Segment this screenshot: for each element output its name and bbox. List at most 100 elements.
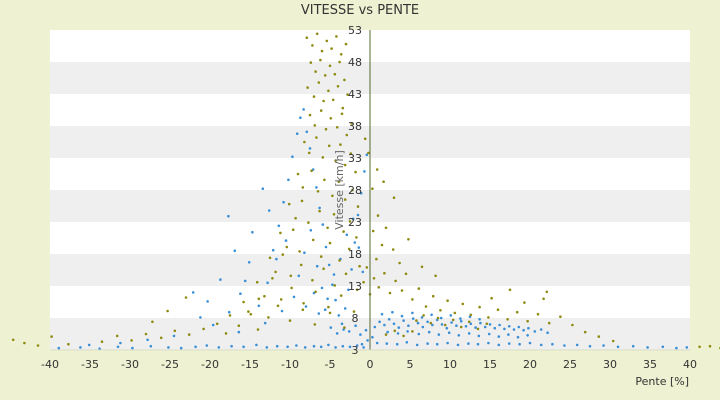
data-point-series-1 (411, 317, 415, 320)
data-point-series-2 (367, 151, 370, 155)
data-point-series-2 (496, 308, 500, 312)
data-point-series-2 (376, 214, 380, 217)
data-point-series-1 (446, 341, 449, 345)
data-point-series-2 (407, 238, 410, 241)
data-point-series-1 (488, 323, 492, 326)
data-point-series-2 (256, 328, 260, 331)
data-point-series-1 (315, 264, 319, 268)
data-point-series-2 (351, 188, 354, 192)
data-point-series-1 (282, 200, 285, 204)
data-point-series-1 (456, 343, 460, 347)
data-point-series-1 (261, 187, 265, 190)
data-point-series-2 (257, 297, 261, 301)
data-point-series-1 (507, 342, 511, 345)
data-point-series-1 (179, 346, 183, 350)
data-point-series-2 (279, 298, 283, 301)
data-point-series-1 (351, 217, 355, 221)
y-tick-label: 8 (352, 312, 359, 325)
y-tick-label: 48 (348, 56, 362, 69)
data-point-series-1 (435, 342, 439, 346)
data-point-series-2 (508, 288, 512, 292)
data-point-series-2 (289, 274, 293, 278)
data-point-series-2 (23, 341, 26, 345)
data-point-series-2 (335, 126, 339, 129)
data-point-series-1 (308, 147, 312, 150)
data-point-series-2 (315, 32, 319, 36)
data-point-series-2 (324, 127, 328, 131)
data-point-series-1 (320, 286, 324, 290)
data-point-series-2 (338, 60, 341, 64)
data-point-series-1 (304, 305, 308, 308)
data-point-series-2 (247, 310, 250, 313)
x-tick-label: 25 (563, 358, 577, 371)
data-point-series-2 (459, 325, 463, 329)
data-point-series-1 (340, 322, 344, 326)
data-point-series-1 (324, 245, 328, 249)
data-point-series-1 (675, 346, 678, 350)
data-point-series-1 (478, 318, 481, 321)
data-point-series-2 (398, 261, 401, 265)
data-point-series-2 (249, 312, 253, 316)
x-tick-label: -20 (201, 358, 219, 371)
data-point-series-2 (151, 320, 154, 324)
data-point-series-1 (387, 318, 391, 321)
data-point-series-2 (202, 327, 205, 331)
data-point-series-1 (287, 178, 290, 182)
data-point-series-1 (522, 328, 525, 332)
data-point-series-2 (343, 326, 346, 329)
data-point-series-1 (191, 291, 195, 294)
data-point-series-2 (130, 339, 133, 342)
data-point-series-2 (352, 310, 356, 313)
data-point-series-2 (346, 93, 349, 96)
data-point-series-1 (57, 346, 61, 350)
x-tick-label: 30 (603, 358, 617, 371)
data-point-series-2 (354, 170, 357, 174)
data-point-series-2 (375, 257, 378, 261)
data-point-series-2 (337, 180, 341, 183)
data-point-series-2 (411, 330, 414, 333)
data-point-series-1 (385, 342, 389, 345)
x-tick-label: -35 (81, 358, 99, 371)
y-tick-label: 53 (348, 24, 362, 37)
data-point-series-2 (67, 342, 70, 346)
data-point-series-2 (355, 236, 358, 239)
data-point-series-2 (434, 274, 437, 278)
tick-labels: -40 -35 -30 -25 -20 -15 -10 -5 0 5 10 15 20 25 30 35 40 3… (41, 24, 697, 371)
data-point-series-1 (266, 281, 269, 285)
data-point-series-1 (563, 344, 566, 347)
data-point-series-2 (393, 329, 397, 333)
data-point-series-1 (347, 288, 350, 292)
data-point-series-1 (131, 346, 134, 350)
data-point-series-2 (344, 272, 348, 276)
data-point-series-1 (331, 283, 334, 287)
data-point-series-1 (476, 342, 480, 346)
data-point-series-1 (348, 345, 352, 349)
data-point-series-1 (371, 335, 374, 339)
data-point-series-2 (328, 311, 332, 315)
data-point-series-2 (333, 284, 337, 287)
x-tick-label: -10 (281, 358, 299, 371)
data-point-series-2 (400, 289, 404, 292)
data-point-series-1 (497, 343, 501, 347)
data-point-series-1 (402, 319, 405, 322)
x-tick-label: -25 (161, 358, 179, 371)
data-point-series-2 (698, 345, 701, 349)
data-point-series-2 (311, 238, 315, 242)
data-point-series-1 (357, 246, 361, 249)
data-point-series-1 (167, 346, 170, 349)
data-point-series-2 (339, 294, 343, 297)
y-tick-label: 13 (348, 280, 362, 293)
data-point-series-2 (349, 152, 353, 155)
data-point-series-2 (255, 280, 259, 284)
data-point-series-1 (440, 323, 444, 326)
data-point-series-2 (431, 294, 435, 298)
x-tick-label: 40 (683, 358, 697, 371)
data-point-series-1 (685, 346, 689, 349)
data-point-series-1 (498, 323, 501, 327)
data-point-series-1 (383, 323, 386, 327)
data-point-series-1 (631, 344, 635, 348)
data-point-series-1 (533, 330, 537, 333)
data-point-series-1 (239, 292, 242, 296)
data-point-series-1 (380, 312, 384, 316)
data-point-series-1 (79, 346, 82, 349)
